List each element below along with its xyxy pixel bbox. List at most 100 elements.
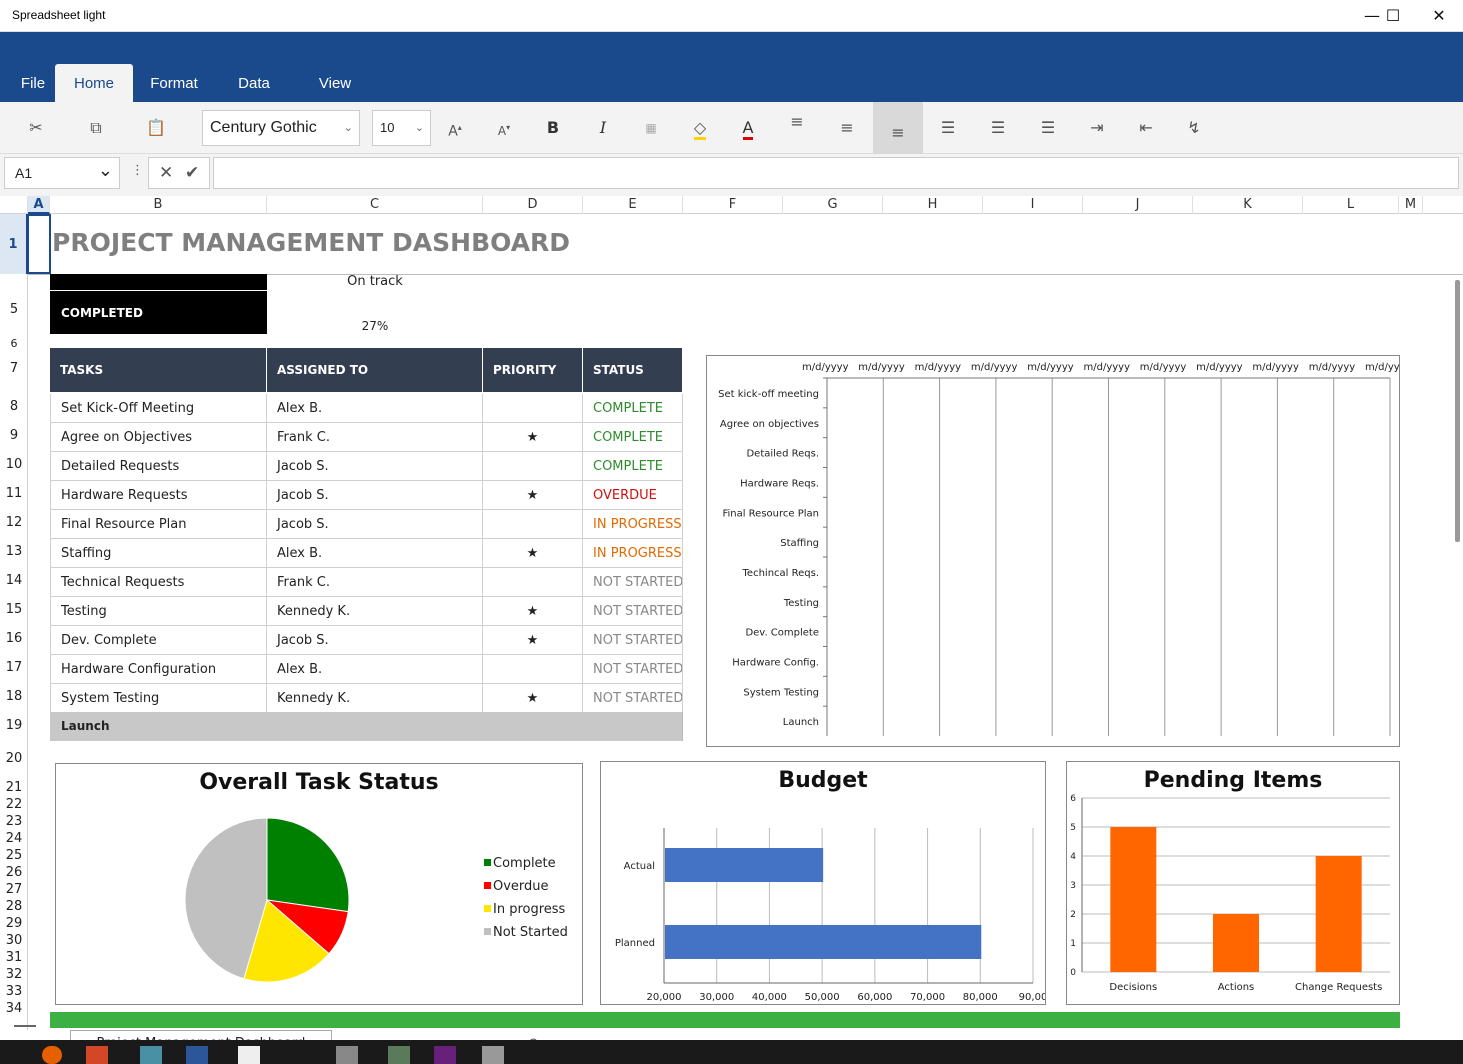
horizontal-scroll-thumb[interactable]	[14, 1025, 36, 1027]
table-cell[interactable]: NOT STARTED	[583, 597, 683, 626]
increase-indent-icon[interactable]: ⇥	[1090, 118, 1104, 137]
row-header[interactable]: 27	[5, 882, 23, 897]
notepad-icon[interactable]	[238, 1046, 260, 1064]
row-header[interactable]: 17	[5, 660, 23, 675]
table-cell[interactable]: Hardware Configuration	[50, 655, 267, 684]
word-icon[interactable]	[186, 1046, 208, 1064]
row-header[interactable]: 18	[5, 689, 23, 704]
cancel-icon[interactable]: ✕	[159, 163, 174, 183]
table-cell[interactable]: COMPLETE	[583, 423, 683, 452]
table-cell[interactable]: Alex B.	[267, 539, 483, 568]
align-middle-icon[interactable]: ≡	[840, 118, 854, 137]
table-cell[interactable]: Detailed Requests	[50, 452, 267, 481]
decrease-indent-icon[interactable]: ⇤	[1139, 118, 1153, 137]
column-header[interactable]: J	[1083, 196, 1193, 214]
tab-file[interactable]: File	[20, 75, 46, 92]
row-header[interactable]: 24	[5, 831, 23, 846]
tab-home[interactable]: Home	[55, 64, 133, 102]
table-cell[interactable]: Agree on Objectives	[50, 423, 267, 452]
shrink-font-icon[interactable]: A▾	[497, 123, 511, 138]
table-cell[interactable]: NOT STARTED	[583, 684, 683, 713]
column-header[interactable]: F	[683, 196, 783, 214]
row-header[interactable]: 5	[9, 302, 19, 317]
row-header[interactable]: 6	[10, 337, 18, 350]
table-cell[interactable]: NOT STARTED	[583, 626, 683, 655]
maximize-button[interactable]: ☐	[1385, 6, 1401, 25]
align-top-icon[interactable]: ≡	[790, 112, 804, 131]
row-header[interactable]: 15	[5, 602, 23, 617]
row-header[interactable]: 23	[5, 814, 23, 829]
priority-star[interactable]	[483, 568, 583, 597]
minimize-button[interactable]: —	[1364, 6, 1380, 25]
column-header[interactable]: H	[883, 196, 983, 214]
table-cell[interactable]: Kennedy K.	[267, 684, 483, 713]
tab-format[interactable]: Format	[150, 75, 198, 92]
row-header[interactable]: 1	[0, 214, 28, 274]
table-cell[interactable]: Set Kick-Off Meeting	[50, 394, 267, 423]
priority-star[interactable]: ★	[483, 684, 583, 713]
column-header[interactable]: K	[1193, 196, 1303, 214]
table-cell[interactable]: Staffing	[50, 539, 267, 568]
table-cell[interactable]: IN PROGRESS	[583, 539, 683, 568]
italic-button[interactable]: I	[599, 118, 607, 137]
row-header[interactable]: 32	[5, 967, 23, 982]
row-header[interactable]: 30	[5, 933, 23, 948]
row-header[interactable]: 34	[5, 1001, 23, 1013]
app-icon[interactable]	[336, 1046, 358, 1064]
row-header[interactable]: 10	[5, 457, 23, 472]
table-cell[interactable]: COMPLETE	[583, 452, 683, 481]
close-button[interactable]: ✕	[1432, 6, 1446, 25]
priority-star[interactable]	[483, 510, 583, 539]
table-cell[interactable]: OVERDUE	[583, 481, 683, 510]
row-header[interactable]: 20	[5, 751, 23, 766]
column-header[interactable]: A	[28, 196, 50, 214]
table-cell[interactable]: Jacob S.	[267, 452, 483, 481]
chevron-down-icon[interactable]: ⌄	[97, 160, 113, 181]
tab-data[interactable]: Data	[238, 75, 270, 92]
priority-star[interactable]: ★	[483, 626, 583, 655]
align-left-icon[interactable]: ☰	[940, 118, 956, 137]
column-header[interactable]: C	[267, 196, 483, 214]
cut-icon[interactable]: ✂	[29, 118, 43, 137]
table-cell[interactable]: COMPLETE	[583, 394, 683, 423]
row-header[interactable]: 12	[5, 515, 23, 530]
table-cell[interactable]: IN PROGRESS	[583, 510, 683, 539]
fill-color-icon[interactable]: ◇	[680, 102, 720, 154]
row-header[interactable]: 22	[5, 797, 23, 812]
row-header[interactable]: 28	[5, 899, 23, 914]
column-header[interactable]: I	[983, 196, 1083, 214]
row-header[interactable]: 29	[5, 916, 23, 931]
table-cell[interactable]: Final Resource Plan	[50, 510, 267, 539]
align-bottom-icon[interactable]: ≡	[873, 102, 923, 154]
copy-icon[interactable]: ⧉	[90, 118, 102, 137]
app-icon[interactable]	[140, 1046, 162, 1064]
active-cell[interactable]	[27, 214, 51, 274]
row-header[interactable]: 21	[5, 780, 23, 795]
borders-icon[interactable]: ▦	[645, 121, 657, 135]
font-color-icon[interactable]: A	[728, 102, 768, 154]
row-header[interactable]: 13	[5, 544, 23, 559]
bold-button[interactable]: B	[546, 118, 560, 137]
table-cell[interactable]: NOT STARTED	[583, 655, 683, 684]
formula-input[interactable]	[213, 157, 1459, 189]
row-header[interactable]: 16	[5, 631, 23, 646]
vertical-scrollbar[interactable]	[1455, 280, 1460, 542]
table-cell[interactable]: Kennedy K.	[267, 597, 483, 626]
row-header[interactable]: 9	[9, 428, 19, 443]
confirm-icon[interactable]: ✔	[185, 163, 200, 183]
priority-star[interactable]: ★	[483, 597, 583, 626]
column-header[interactable]: B	[50, 196, 267, 214]
column-header[interactable]: E	[583, 196, 683, 214]
name-box[interactable]: A1 ⌄	[4, 157, 120, 189]
row-header[interactable]: 19	[5, 718, 23, 733]
column-header[interactable]: G	[783, 196, 883, 214]
align-right-icon[interactable]: ☰	[1040, 118, 1056, 137]
column-header[interactable]: D	[483, 196, 583, 214]
row-header[interactable]: 33	[5, 984, 23, 999]
priority-star[interactable]: ★	[483, 481, 583, 510]
firefox-icon[interactable]	[42, 1046, 62, 1064]
column-header[interactable]: L	[1303, 196, 1399, 214]
table-cell[interactable]: Jacob S.	[267, 510, 483, 539]
table-cell[interactable]: Frank C.	[267, 423, 483, 452]
table-cell[interactable]: Technical Requests	[50, 568, 267, 597]
